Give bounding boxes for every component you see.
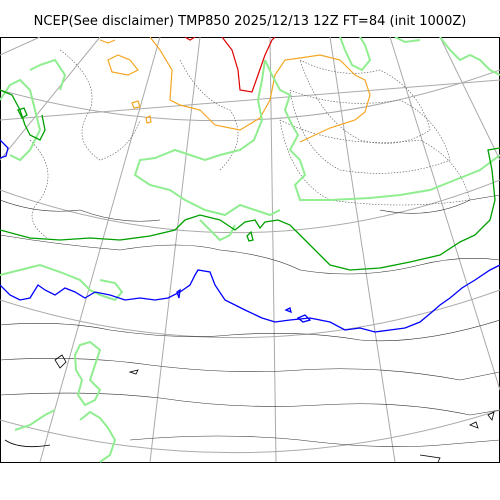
graticule-parallel bbox=[0, 69, 500, 122]
isotherm-light-green-main bbox=[264, 59, 500, 201]
isotherm-orange-blob bbox=[131, 100, 141, 109]
coastline-segment bbox=[469, 421, 479, 429]
isotherm-blue-blob bbox=[296, 314, 312, 323]
coastline-segment bbox=[419, 454, 441, 463]
isotherm-cold-core bbox=[289, 89, 451, 174]
isotherm bbox=[129, 435, 500, 447]
isotherm-light-green-north bbox=[394, 37, 421, 44]
map-frame bbox=[0, 37, 500, 463]
graticule-meridian bbox=[389, 37, 500, 391]
graticule-meridian bbox=[39, 37, 161, 463]
map-title: NCEP(See disclaimer) TMP850 2025/12/13 1… bbox=[33, 14, 467, 29]
isotherm-orange-blob bbox=[107, 54, 139, 76]
isotherm-orange-blob bbox=[145, 115, 152, 124]
isotherm-red bbox=[184, 37, 196, 41]
isotherm-light-green-south bbox=[199, 219, 236, 242]
graticule-parallel bbox=[0, 409, 500, 454]
isotherm bbox=[0, 392, 500, 416]
isotherm-blue-blob bbox=[176, 288, 181, 299]
isotherm-blue-west bbox=[0, 139, 9, 159]
isotherm-light-green-island bbox=[14, 409, 56, 431]
isotherm-orange-blob bbox=[99, 39, 116, 44]
isotherm-green bbox=[0, 89, 500, 271]
isotherm-cold-core bbox=[279, 119, 471, 206]
isotherm-green-main bbox=[0, 147, 500, 271]
coastline-segment bbox=[487, 411, 495, 421]
isotherm-cold-core bbox=[299, 59, 431, 144]
graticule-meridian bbox=[0, 79, 500, 121]
isotherm-light-green-west bbox=[0, 78, 42, 162]
isotherm bbox=[0, 234, 500, 275]
isotherm-red bbox=[221, 37, 276, 93]
isotherms-thin bbox=[0, 194, 500, 447]
isotherm-light-green-north bbox=[439, 37, 500, 76]
isotherm-light-green-west bbox=[29, 58, 67, 91]
coastline bbox=[4, 354, 495, 463]
isotherm-light-green-island bbox=[79, 410, 117, 463]
isotherm-blue bbox=[0, 139, 500, 333]
isotherm-green-west bbox=[17, 107, 28, 119]
graticule-meridian bbox=[439, 37, 500, 161]
isotherm-west bbox=[29, 139, 51, 241]
isotherm-orange-main bbox=[149, 37, 371, 143]
graticule-parallel bbox=[0, 289, 500, 339]
isotherm-light-green-main bbox=[133, 59, 281, 217]
isotherm-light-green-island bbox=[73, 340, 102, 407]
temperature-map bbox=[0, 37, 500, 463]
isotherm bbox=[0, 358, 500, 381]
graticule-meridian bbox=[269, 37, 277, 463]
isotherm-blue-main bbox=[0, 264, 500, 333]
isotherm-green-blob bbox=[246, 230, 254, 242]
coastline-segment bbox=[128, 369, 139, 375]
isotherm-green-west bbox=[0, 89, 46, 141]
graticule-meridian bbox=[0, 37, 101, 161]
isotherm bbox=[379, 194, 500, 214]
coastline-segment bbox=[4, 439, 51, 448]
isotherm-light-green-south bbox=[0, 263, 124, 302]
isotherm-west bbox=[59, 49, 141, 161]
isotherm-blue-blob bbox=[284, 307, 292, 314]
coastline-segment bbox=[54, 354, 67, 369]
isotherm bbox=[0, 319, 500, 342]
isotherm-light-green-north bbox=[339, 37, 372, 72]
isotherm bbox=[0, 199, 161, 222]
graticule-meridian bbox=[329, 37, 396, 463]
isotherm-orange bbox=[99, 37, 371, 143]
isotherm-light-green bbox=[0, 37, 500, 463]
graticule-meridian bbox=[0, 37, 41, 56]
